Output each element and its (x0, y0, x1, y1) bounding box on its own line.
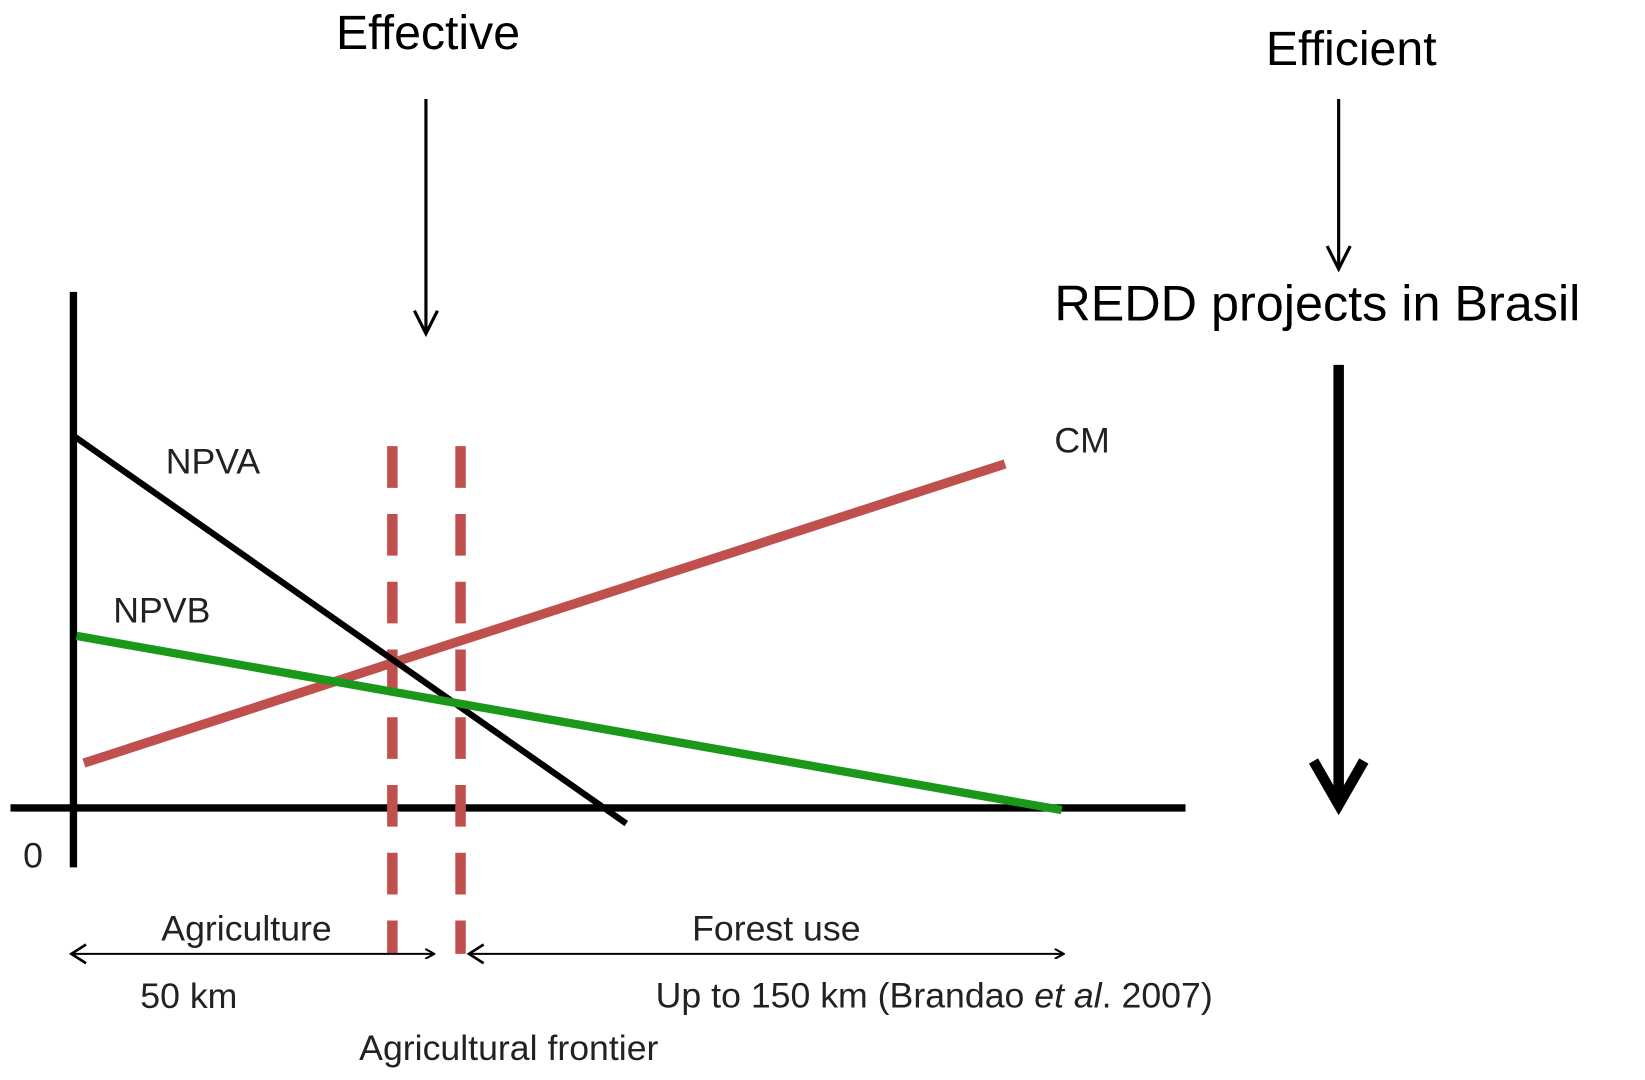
npva-line (71, 433, 629, 827)
effective-label: Effective (336, 6, 520, 60)
redd-label: REDD projects in Brasil (1054, 276, 1580, 332)
arrowhead (68, 943, 87, 965)
origin-label: 0 (23, 835, 43, 875)
reference-text: Up to 150 km (Brandao (656, 976, 1035, 1016)
efficient-arrowhead (1325, 245, 1352, 273)
agriculture-distance: 50 km (140, 976, 237, 1016)
reference-text: . 2007) (1102, 976, 1213, 1016)
npvb-label: NPVB (113, 590, 210, 630)
forest-distance: Up to 150 km (Brandao et al. 2007) (656, 976, 1213, 1016)
forest-use-label: Forest use (692, 908, 860, 948)
npva-label: NPVA (166, 441, 261, 481)
agriculture-label: Agriculture (161, 908, 331, 948)
npvb-line (75, 631, 1063, 815)
redd-arrowhead (1308, 758, 1369, 816)
effective-arrowhead (412, 309, 439, 338)
arrowhead (466, 943, 485, 965)
cm-line (82, 459, 1007, 768)
efficient-label: Efficient (1266, 22, 1437, 76)
frontier-label: Agricultural frontier (359, 1028, 658, 1068)
cm-label: CM (1054, 421, 1109, 461)
reference-italic: et al (1034, 976, 1103, 1016)
